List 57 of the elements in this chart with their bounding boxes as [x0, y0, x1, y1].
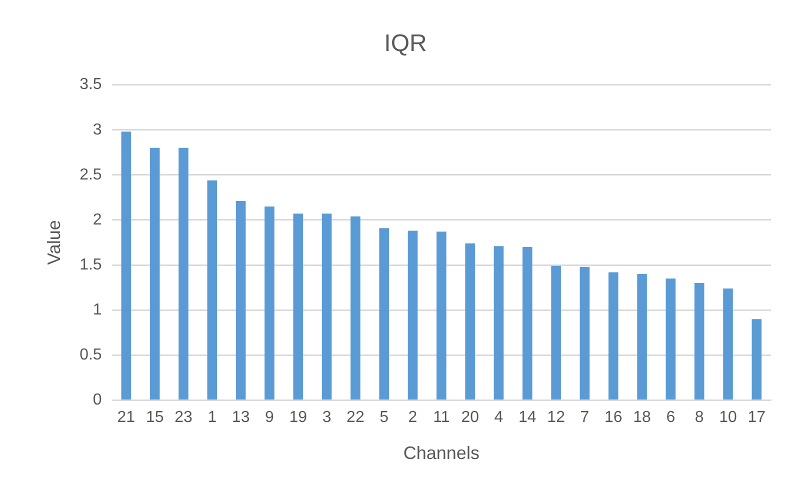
x-tick-label: 5 [380, 409, 389, 426]
bar [436, 232, 446, 400]
chart-title: IQR [384, 30, 427, 58]
bar [150, 148, 160, 400]
y-tick-label: 1 [92, 301, 102, 318]
x-tick-label: 23 [174, 409, 192, 426]
x-tick-label: 4 [494, 409, 504, 426]
bar [408, 230, 418, 400]
x-tick-label: 15 [146, 409, 164, 426]
y-tick-label: 0.5 [80, 346, 102, 364]
x-tick-label: 12 [547, 409, 566, 426]
bar [723, 288, 733, 400]
bar [322, 214, 332, 400]
bar [293, 214, 304, 400]
x-tick-label: 20 [461, 409, 480, 426]
bar [522, 247, 532, 400]
bar [264, 206, 274, 400]
x-tick-label: 19 [289, 409, 308, 426]
y-axis-title: Value [44, 220, 64, 265]
bar [178, 148, 188, 400]
bar [637, 274, 647, 400]
bar [494, 246, 504, 400]
x-tick-label: 6 [666, 409, 676, 426]
x-tick-label: 16 [604, 409, 622, 426]
bar [207, 180, 218, 400]
x-tick-label: 1 [208, 409, 217, 426]
bar [666, 278, 676, 400]
bar [121, 132, 132, 400]
x-tick-label: 21 [117, 409, 136, 426]
x-tick-label: 2 [408, 409, 418, 426]
bar [608, 272, 618, 400]
x-tick-label: 9 [265, 409, 274, 426]
x-tick-label: 8 [694, 409, 704, 426]
bar [350, 216, 360, 400]
x-tick-label: 11 [433, 409, 450, 426]
bar [379, 228, 390, 400]
x-tick-label: 7 [580, 409, 590, 426]
x-tick-label: 22 [346, 409, 364, 426]
bar [580, 266, 590, 400]
y-tick-label: 0 [92, 392, 102, 409]
x-axis-title: Channels [403, 443, 480, 464]
y-tick-label: 3.5 [80, 76, 102, 94]
y-tick-label: 3 [92, 121, 102, 138]
y-tick-label: 1.5 [80, 256, 102, 274]
x-tick-label: 10 [719, 409, 738, 426]
bar [752, 319, 762, 400]
bar [551, 266, 561, 400]
y-tick-label: 2.5 [80, 166, 102, 184]
x-tick-label: 13 [232, 409, 250, 426]
x-tick-label: 17 [748, 409, 766, 426]
bar [236, 201, 246, 400]
x-tick-label: 3 [322, 409, 332, 426]
y-tick-label: 2 [92, 211, 102, 228]
bar [465, 243, 475, 400]
x-tick-label: 14 [518, 409, 536, 426]
bar [694, 283, 704, 400]
x-tick-label: 18 [633, 409, 652, 426]
